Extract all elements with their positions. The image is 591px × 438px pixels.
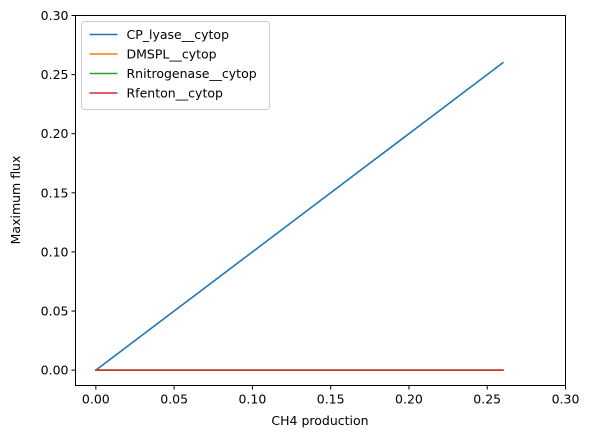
x-tick-label: 0.05: [160, 392, 188, 407]
x-tick-label: 0.30: [552, 392, 580, 407]
series-line-0: [94, 61, 505, 372]
y-tick-label: 0.20: [41, 126, 69, 141]
x-tick-label: 0.15: [317, 392, 345, 407]
y-tick-label: 0.15: [41, 185, 69, 200]
legend-label: Rnitrogenase__cytop: [127, 66, 257, 81]
x-axis-label: CH4 production: [271, 413, 368, 428]
y-tick-label: 0.25: [41, 67, 69, 82]
plot-frame: [75, 15, 566, 386]
legend-label: Rfenton__cytop: [127, 86, 223, 101]
x-tick-label: 0.10: [238, 392, 266, 407]
y-tick-label: 0.05: [41, 304, 69, 319]
y-tick-label: 0.30: [41, 8, 69, 23]
y-tick-label: 0.00: [41, 363, 69, 378]
x-tick-label: 0.25: [473, 392, 501, 407]
legend-label: CP_lyase__cytop: [127, 27, 230, 42]
x-tick-label: 0.00: [82, 392, 110, 407]
legend-box: [81, 21, 270, 110]
legend: CP_lyase__cytop DMSPL__cytop Rnitrogenase_…: [81, 21, 270, 110]
y-axis-label: Maximum flux: [8, 156, 23, 245]
legend-label: DMSPL__cytop: [127, 47, 217, 62]
y-tick-label: 0.10: [41, 244, 69, 259]
x-tick-label: 0.20: [395, 392, 423, 407]
